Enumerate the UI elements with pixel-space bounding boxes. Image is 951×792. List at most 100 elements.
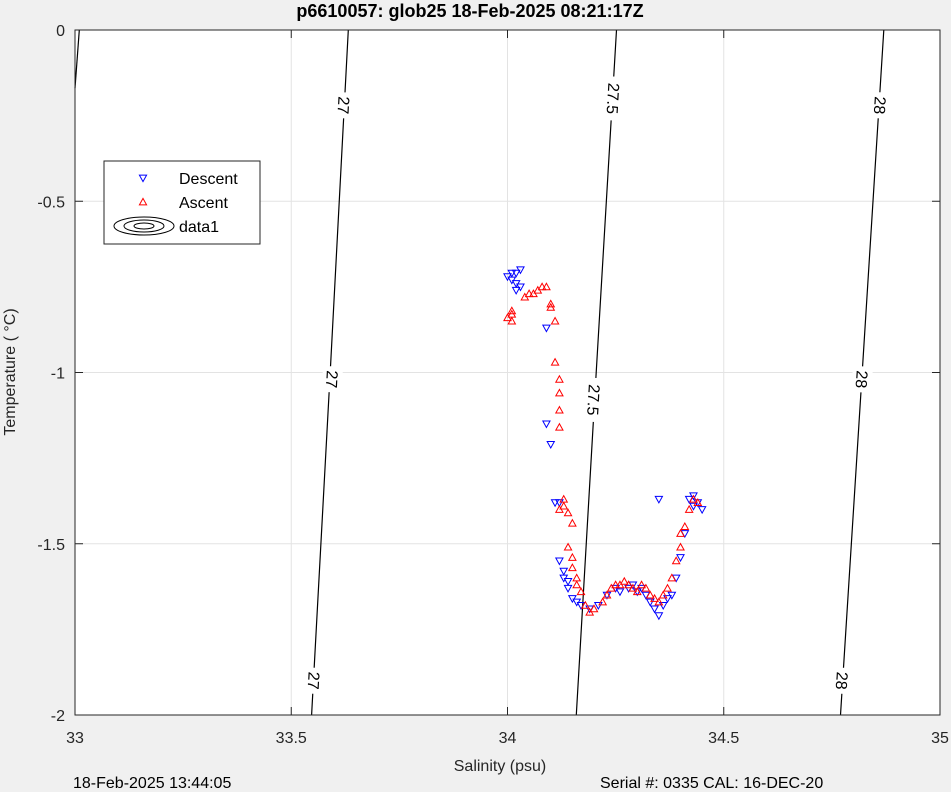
descent-point <box>546 441 556 450</box>
density-contours: 27 27 27 27.5 27.5 28 28 28 <box>74 29 892 716</box>
ascent-point <box>567 552 577 561</box>
legend-label-descent: Descent <box>179 171 238 188</box>
descent-point <box>645 598 655 607</box>
footer-timestamp: 18-Feb-2025 13:44:05 <box>73 775 231 792</box>
contour-line <box>575 29 618 716</box>
ascent-point <box>645 590 655 599</box>
ascent-point <box>589 604 599 613</box>
x-axis-label: Salinity (psu) <box>454 758 546 775</box>
descent-point <box>550 499 560 508</box>
x-axis-ticks: 33 33.5 34 34.5 35 <box>66 30 949 747</box>
ascent-point <box>563 542 573 551</box>
data-marks <box>503 266 707 621</box>
ascent-point <box>671 556 681 565</box>
descent-point <box>559 567 569 576</box>
descent-point <box>689 492 698 501</box>
x-tick-label: 35 <box>931 730 949 747</box>
ascent-point <box>637 580 647 589</box>
ascent-point <box>628 583 638 592</box>
ascent-point <box>554 388 564 397</box>
ascent-point <box>650 593 659 602</box>
descent-point <box>554 557 564 566</box>
ascent-point <box>619 576 629 585</box>
x-tick-label: 33.5 <box>276 730 307 747</box>
x-tick-label: 34.5 <box>708 730 739 747</box>
descent-point <box>654 495 664 504</box>
legend-marker-ascent <box>138 197 148 206</box>
ascent-point <box>507 306 517 315</box>
ascent-point <box>689 494 698 503</box>
y-tick-label: 0 <box>56 23 65 40</box>
descent-point <box>507 269 517 278</box>
descent-point <box>511 286 521 295</box>
descent-point <box>654 612 664 621</box>
footer-serial-cal: Serial #: 0335 CAL: 16-DEC-20 <box>600 775 823 792</box>
ascent-point <box>567 563 577 572</box>
descent-point <box>541 420 551 429</box>
ascent-point <box>611 580 621 589</box>
ascent-point <box>546 299 556 308</box>
ascent-point <box>550 316 560 325</box>
ascent-point <box>524 289 534 298</box>
ascent-point <box>580 600 590 609</box>
y-tick-label: -1.5 <box>37 537 65 554</box>
descent-point <box>563 578 573 587</box>
contour-label-bg <box>582 377 606 423</box>
legend-contour-icon <box>123 219 165 233</box>
contour-label-bg <box>831 667 854 695</box>
ascent-point <box>676 528 685 537</box>
ascent-point <box>693 498 703 507</box>
descent-point <box>615 588 625 597</box>
ascent-point <box>572 580 582 589</box>
contour-label: 27.5 <box>603 82 622 114</box>
ascent-point <box>554 374 564 383</box>
contour-label-bg <box>321 365 344 393</box>
contour-label: 28 <box>832 671 850 690</box>
ascent-point <box>576 587 586 596</box>
descent-point <box>697 506 707 515</box>
descent-point <box>593 602 603 611</box>
ascent-point <box>624 580 634 589</box>
ascent-point <box>667 573 677 582</box>
ascent-point <box>654 597 664 606</box>
descent-point <box>650 605 659 614</box>
ascent-point <box>602 590 612 599</box>
descent-point <box>554 499 564 508</box>
contour-label-bg <box>602 75 625 122</box>
ascent-point <box>663 583 672 592</box>
ascent-point <box>563 508 573 517</box>
contour-label-bg <box>333 91 355 119</box>
x-tick-label: 33 <box>66 730 84 747</box>
descent-point <box>511 269 521 278</box>
contour-label: 28 <box>852 370 870 389</box>
descent-point <box>563 584 573 593</box>
descent-point <box>516 266 525 275</box>
ascent-point <box>541 282 551 291</box>
contour-label-bg <box>851 365 873 393</box>
ascent-point <box>641 583 651 592</box>
contour-label: 27.5 <box>583 384 602 416</box>
descent-point <box>667 591 677 600</box>
descent-point <box>663 595 672 604</box>
ascent-point <box>632 587 642 596</box>
y-tick-label: -1 <box>51 366 65 383</box>
contour-label-bg <box>303 667 325 695</box>
ascent-point <box>507 316 517 325</box>
legend: Descent Ascent data1 <box>103 160 261 245</box>
ascent-point <box>658 590 668 599</box>
legend-contour-icon <box>133 222 155 230</box>
ascent-point <box>676 542 685 551</box>
descent-point <box>676 554 685 563</box>
contour-label: 27 <box>304 671 322 690</box>
y-tick-label: -0.5 <box>37 194 65 211</box>
descent-point <box>541 324 551 333</box>
ascent-point <box>554 405 564 414</box>
y-axis-label: Temperature ( °C) <box>2 308 19 435</box>
legend-contour-icon <box>113 216 175 236</box>
x-tick-label: 34 <box>499 730 517 747</box>
y-tick-label: -2 <box>51 708 65 725</box>
ascent-point <box>680 521 690 531</box>
descent-point <box>689 502 698 511</box>
contour-label: 27 <box>334 96 352 115</box>
descent-point <box>516 283 525 292</box>
